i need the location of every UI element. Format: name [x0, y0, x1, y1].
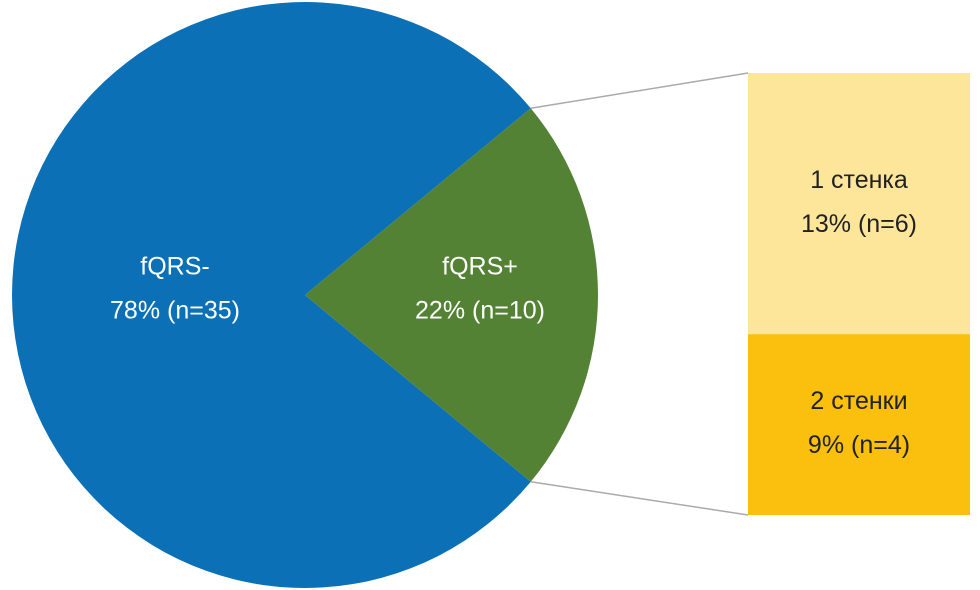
bar-value-label: 13% (n=6): [801, 210, 917, 238]
bar-label: 1 стенка: [810, 166, 908, 194]
pie-slice: [11, 1, 531, 588]
bar-label: 2 стенки: [810, 387, 907, 415]
slice-value-label: 78% (n=35): [110, 297, 240, 325]
connector: [530, 72, 749, 109]
bar-segment: [748, 334, 970, 515]
slice-label: fQRS+: [442, 253, 518, 281]
slice-label: fQRS-: [140, 253, 209, 281]
bar-segment: [748, 73, 970, 335]
pie-slice: [305, 108, 598, 482]
connector: [530, 481, 749, 516]
bar-value-label: 9% (n=4): [808, 431, 910, 459]
slice-value-label: 22% (n=10): [415, 297, 545, 325]
